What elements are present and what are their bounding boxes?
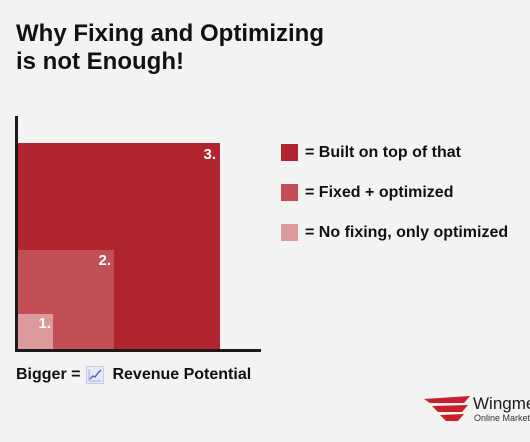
legend-label-fixed: = Fixed + optimized [305, 184, 454, 201]
caption-suffix: Revenue Potential [112, 366, 252, 383]
legend-label-optimized: = No fixing, only optimized [305, 224, 509, 241]
title-line-2: is not Enough! [16, 48, 184, 75]
x-axis-line [15, 349, 261, 352]
legend-swatch-optimized [281, 224, 298, 241]
box-label-2: 2. [98, 252, 111, 269]
logo-name: Wingmen [473, 394, 530, 413]
box-label-1: 1. [38, 315, 51, 332]
box-label-3: 3. [203, 146, 216, 163]
logo-tagline: Online Marketing [474, 413, 530, 423]
legend-swatch-built [281, 144, 298, 161]
wingmen-logo: Wingmen Online Marketing [424, 394, 530, 430]
chart-trend-icon [86, 366, 105, 384]
legend-label-built: = Built on top of that [305, 144, 461, 161]
box-only-optimized: 1. [18, 314, 53, 349]
caption-prefix: Bigger = [16, 366, 81, 383]
caption: Bigger = Revenue Potential [16, 364, 251, 386]
legend-swatch-fixed [281, 184, 298, 201]
y-axis-line [15, 116, 18, 351]
wing-icon [424, 396, 470, 421]
title-line-1: Why Fixing and Optimizing [16, 20, 324, 47]
page-title: Why Fixing and Optimizing is not Enough! [16, 20, 396, 76]
